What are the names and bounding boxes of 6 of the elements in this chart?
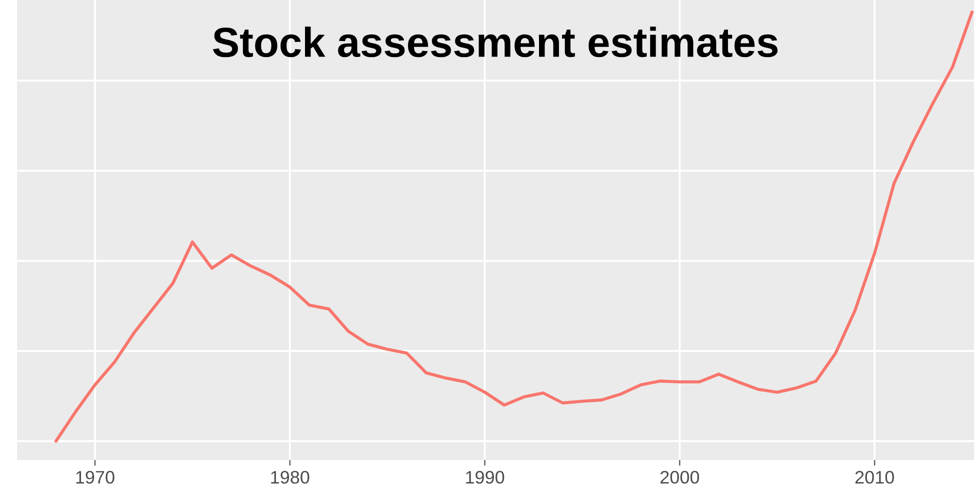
- x-tick-label: 2010: [855, 470, 894, 484]
- x-tick-label: 2000: [660, 470, 700, 484]
- x-tick-label: 1990: [466, 470, 504, 484]
- x-tick-label: 1970: [76, 470, 114, 484]
- x-tick-label: 1980: [271, 470, 310, 484]
- chart-title: Stock assessment estimates: [212, 26, 778, 58]
